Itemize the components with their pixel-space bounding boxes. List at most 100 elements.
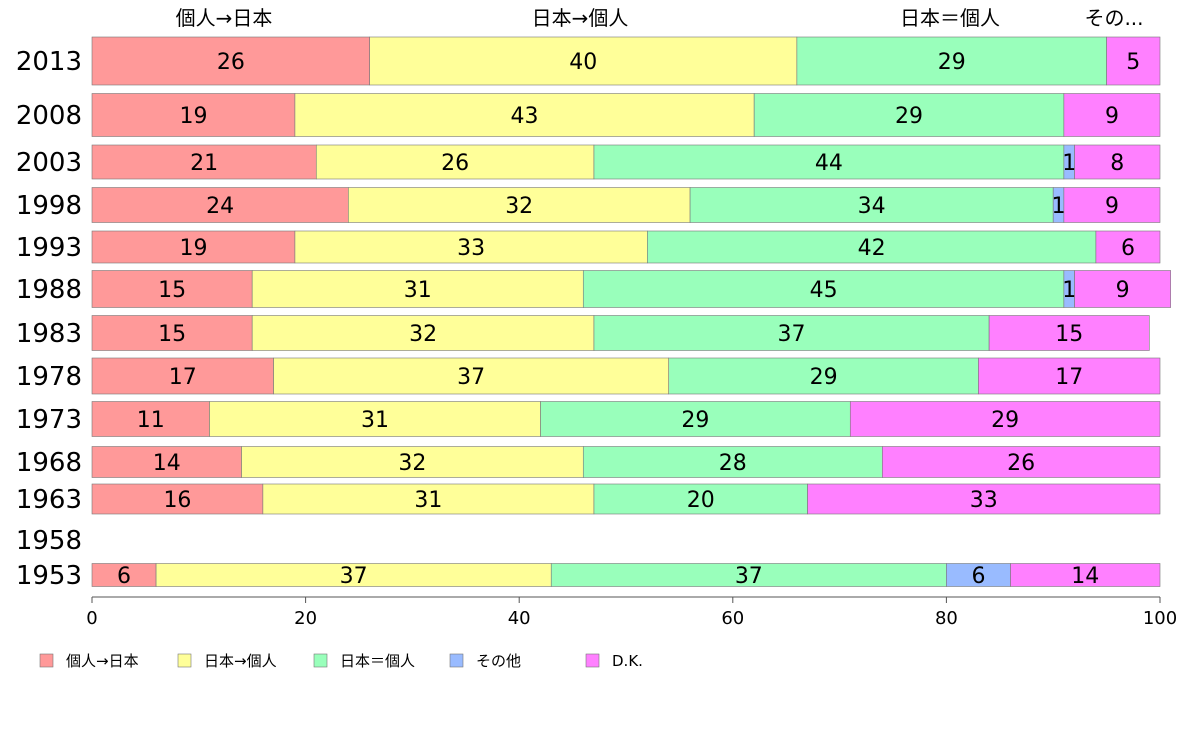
year-label-1988: 1988 bbox=[16, 275, 82, 305]
value-label-1968-2: 28 bbox=[719, 451, 747, 476]
bar-segment-2008-0 bbox=[91, 93, 296, 137]
legend-label-3: その他 bbox=[476, 652, 521, 670]
bar-segment-1978-0 bbox=[91, 357, 274, 395]
value-label-2008-1: 43 bbox=[511, 104, 539, 129]
bar-segment-1998-2 bbox=[689, 187, 1054, 223]
bar-segment-1978-1 bbox=[273, 357, 670, 395]
bar-segment-2008-1 bbox=[294, 93, 755, 137]
legend-swatch-4 bbox=[585, 653, 600, 668]
x-tick-label-20: 20 bbox=[294, 608, 317, 629]
value-label-2003-4: 8 bbox=[1110, 151, 1124, 176]
value-label-1963-1: 31 bbox=[414, 488, 442, 513]
year-label-1983: 1983 bbox=[16, 319, 82, 349]
bar-segment-1963-0 bbox=[91, 483, 264, 515]
bar-segment-1988-1 bbox=[251, 270, 584, 308]
value-label-1978-1: 37 bbox=[457, 365, 485, 390]
bar-segment-1993-1 bbox=[294, 230, 648, 264]
value-label-1953-1: 37 bbox=[340, 564, 368, 589]
legend: 個人→日本 日本→個人 日本＝個人 その他 D.K. bbox=[39, 652, 643, 670]
top-label-0: 個人→日本 bbox=[176, 6, 273, 30]
value-label-2003-2: 44 bbox=[815, 151, 843, 176]
legend-label-0: 個人→日本 bbox=[66, 652, 139, 670]
value-label-1988-1: 31 bbox=[404, 278, 432, 303]
x-axis: 0 20 40 60 80 100 bbox=[86, 596, 1177, 629]
bar-segment-1983-0 bbox=[91, 315, 253, 351]
value-label-1988-0: 15 bbox=[158, 278, 186, 303]
year-label-1978: 1978 bbox=[16, 362, 82, 392]
bar-segment-2013-4 bbox=[1106, 36, 1161, 86]
year-label-2008: 2008 bbox=[16, 101, 82, 131]
bar-segment-1988-4 bbox=[1074, 270, 1171, 308]
bar-segment-2013-2 bbox=[796, 36, 1107, 86]
bar-segment-1963-1 bbox=[262, 483, 595, 515]
value-label-2008-4: 9 bbox=[1105, 104, 1119, 129]
bar-segment-1953-4 bbox=[1010, 563, 1161, 587]
value-label-1978-2: 29 bbox=[810, 365, 838, 390]
top-category-labels: 個人→日本 日本→個人 日本＝個人 その... bbox=[176, 6, 1144, 30]
value-label-1968-1: 32 bbox=[398, 451, 426, 476]
bar-segment-1988-0 bbox=[91, 270, 253, 308]
x-tick-label-80: 80 bbox=[935, 608, 958, 629]
year-label-1973: 1973 bbox=[16, 405, 82, 435]
value-label-1993-2: 42 bbox=[858, 236, 886, 261]
bar-segment-2003-0 bbox=[91, 144, 317, 180]
value-label-1983-4: 15 bbox=[1055, 322, 1083, 347]
value-label-2003-3: 1 bbox=[1062, 151, 1076, 176]
value-label-1998-2: 34 bbox=[858, 194, 886, 219]
value-label-1993-4: 6 bbox=[1121, 236, 1135, 261]
value-label-1963-0: 16 bbox=[163, 488, 191, 513]
bar-segment-1968-2 bbox=[582, 446, 883, 478]
value-label-2008-0: 19 bbox=[179, 104, 207, 129]
value-label-1953-2: 37 bbox=[735, 564, 763, 589]
value-label-1973-0: 11 bbox=[137, 408, 165, 433]
value-label-1998-0: 24 bbox=[206, 194, 234, 219]
value-label-1993-1: 33 bbox=[457, 236, 485, 261]
legend-swatch-2 bbox=[313, 653, 328, 668]
bar-segment-1983-4 bbox=[988, 315, 1150, 351]
value-label-1983-2: 37 bbox=[778, 322, 806, 347]
bar-segment-1983-2 bbox=[593, 315, 990, 351]
bar-segment-1963-2 bbox=[593, 483, 808, 515]
bar-segment-1973-1 bbox=[209, 401, 541, 437]
value-label-2003-0: 21 bbox=[190, 151, 218, 176]
bar-segment-1993-2 bbox=[647, 230, 1097, 264]
value-label-2013-0: 26 bbox=[217, 50, 245, 75]
value-label-1978-0: 17 bbox=[169, 365, 197, 390]
top-label-1: 日本→個人 bbox=[532, 6, 629, 30]
bar-segment-2013-0 bbox=[91, 36, 370, 86]
value-label-1968-0: 14 bbox=[153, 451, 181, 476]
bar-segment-1983-1 bbox=[251, 315, 595, 351]
legend-swatch-0 bbox=[39, 653, 54, 668]
value-label-1998-4: 9 bbox=[1105, 194, 1119, 219]
value-label-2003-1: 26 bbox=[441, 151, 469, 176]
bar-segment-1993-0 bbox=[91, 230, 296, 264]
x-tick-label-40: 40 bbox=[508, 608, 531, 629]
top-label-3: その... bbox=[1084, 6, 1143, 30]
value-label-1988-4: 9 bbox=[1116, 278, 1130, 303]
x-tick-label-100: 100 bbox=[1143, 608, 1177, 629]
bar-segment-1978-4 bbox=[978, 357, 1161, 395]
legend-label-2: 日本＝個人 bbox=[340, 652, 415, 670]
bar-segment-1973-2 bbox=[540, 401, 851, 437]
bar-segment-2008-4 bbox=[1063, 93, 1161, 137]
value-label-1998-1: 32 bbox=[505, 194, 533, 219]
legend-swatch-3 bbox=[449, 653, 464, 668]
value-label-1973-4: 29 bbox=[991, 408, 1019, 433]
year-label-1963: 1963 bbox=[16, 485, 82, 515]
value-label-1988-3: 1 bbox=[1062, 278, 1076, 303]
x-tick-label-60: 60 bbox=[721, 608, 744, 629]
bar-segment-1998-4 bbox=[1063, 187, 1161, 223]
x-tick-label-0: 0 bbox=[86, 608, 97, 629]
bar-segment-1998-1 bbox=[348, 187, 691, 223]
year-label-1958: 1958 bbox=[16, 526, 82, 556]
bar-segment-2008-2 bbox=[753, 93, 1065, 137]
value-label-1983-1: 32 bbox=[409, 322, 437, 347]
value-label-1998-3: 1 bbox=[1052, 194, 1066, 219]
bar-segment-1963-4 bbox=[807, 483, 1161, 515]
year-label-1993: 1993 bbox=[16, 233, 82, 263]
year-label-2003: 2003 bbox=[16, 148, 82, 178]
top-label-2: 日本＝個人 bbox=[900, 6, 1000, 30]
value-label-2013-2: 29 bbox=[938, 50, 966, 75]
value-label-1953-3: 6 bbox=[971, 564, 985, 589]
